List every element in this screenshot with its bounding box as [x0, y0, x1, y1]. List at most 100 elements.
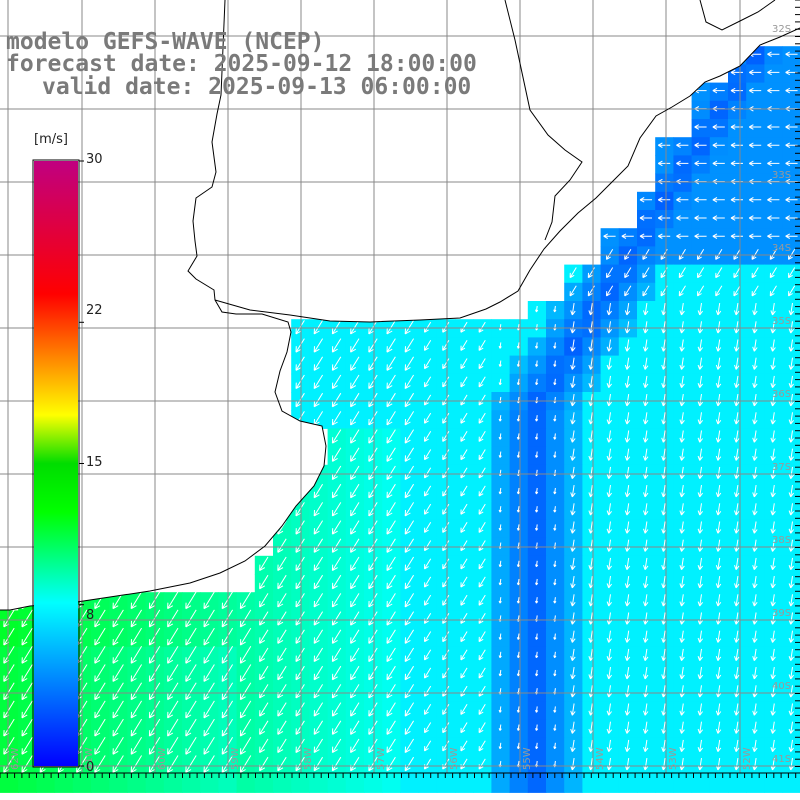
speed-cell [764, 82, 784, 102]
speed-cell [673, 428, 693, 448]
speed-cell [728, 428, 747, 448]
wind-arrow [203, 718, 215, 737]
wind-arrow [478, 722, 486, 734]
wind-arrow [424, 485, 432, 497]
wind-arrow [715, 375, 722, 389]
speed-cell [582, 592, 602, 611]
wind-arrow [460, 503, 468, 515]
wind-arrow [570, 430, 576, 443]
speed-cell [327, 756, 347, 775]
wind-arrow [769, 285, 777, 297]
speed-cell [564, 337, 583, 357]
wind-arrow [478, 740, 486, 752]
speed-cell [600, 483, 620, 502]
speed-cell [182, 737, 201, 757]
speed-cell [236, 774, 256, 793]
wind-arrow [715, 648, 722, 662]
wind-arrow [277, 556, 287, 572]
speed-cell [691, 228, 711, 247]
speed-cell [254, 719, 274, 739]
speed-cell [600, 719, 620, 739]
speed-cell [582, 719, 602, 739]
speed-cell [637, 555, 656, 575]
wind-arrow [94, 718, 106, 737]
speed-cell [436, 665, 456, 684]
speed-cell [327, 774, 347, 793]
speed-cell [345, 665, 365, 684]
speed-cell [273, 774, 292, 793]
wind-arrow [657, 215, 671, 221]
wind-arrow [259, 647, 269, 663]
speed-cell [364, 355, 383, 375]
wind-arrow [167, 646, 179, 664]
speed-cell [473, 628, 492, 648]
speed-cell [273, 646, 292, 666]
speed-cell [709, 483, 729, 502]
speed-cell [455, 373, 474, 393]
wind-arrow [331, 665, 342, 681]
speed-cell [364, 373, 383, 393]
speed-cell [364, 592, 383, 611]
speed-cell [637, 737, 656, 757]
wind-arrow [424, 449, 432, 461]
speed-cell [127, 756, 147, 775]
speed-cell [764, 737, 784, 757]
speed-cell [582, 319, 602, 338]
wind-arrow [697, 267, 705, 279]
wind-arrow [516, 560, 521, 568]
wind-arrow [553, 487, 557, 495]
speed-cell [163, 592, 183, 611]
speed-cell [327, 355, 347, 375]
speed-cell [618, 264, 638, 284]
wind-arrow [386, 483, 396, 499]
wind-arrow [785, 51, 798, 57]
speed-cell [418, 483, 438, 502]
speed-cell [582, 756, 602, 775]
speed-cell [327, 737, 347, 757]
wind-arrow [715, 703, 722, 716]
speed-cell [345, 628, 365, 648]
speed-cell [764, 574, 784, 593]
wind-arrow [715, 339, 722, 352]
wind-arrow [697, 703, 703, 716]
wind-arrow [424, 740, 432, 752]
speed-cell [709, 410, 729, 429]
wind-arrow [785, 215, 798, 221]
wind-arrow [785, 233, 798, 239]
speed-cell [673, 264, 693, 284]
speed-cell [600, 228, 620, 247]
speed-cell [655, 337, 674, 357]
speed-cell [618, 301, 638, 320]
speed-cell [746, 446, 765, 466]
speed-cell [455, 719, 474, 739]
wind-arrow [442, 376, 450, 388]
wind-arrow [715, 539, 722, 552]
speed-cell [254, 737, 274, 757]
speed-cell [455, 410, 474, 429]
lat-label: 41S [772, 754, 791, 765]
speed-cell [600, 519, 620, 539]
wind-arrow [606, 721, 612, 734]
wind-arrow [424, 340, 432, 351]
speed-cell [436, 592, 456, 611]
wind-arrow [331, 374, 342, 390]
wind-arrow [624, 466, 631, 480]
wind-arrow [657, 160, 671, 167]
wind-arrow [112, 646, 124, 664]
speed-cell [0, 719, 19, 739]
wind-arrow [715, 267, 723, 279]
speed-cell [163, 737, 183, 757]
wind-arrow [535, 742, 539, 750]
wind-arrow [535, 378, 539, 386]
wind-arrow [553, 724, 557, 731]
wind-arrow [277, 629, 287, 644]
speed-cell [691, 191, 711, 211]
speed-cell [564, 319, 583, 338]
speed-cell [637, 355, 656, 375]
wind-arrow [295, 647, 305, 663]
speed-cell [746, 191, 765, 211]
speed-cell [728, 191, 747, 211]
speed-cell [582, 483, 602, 502]
speed-cell [691, 446, 711, 466]
